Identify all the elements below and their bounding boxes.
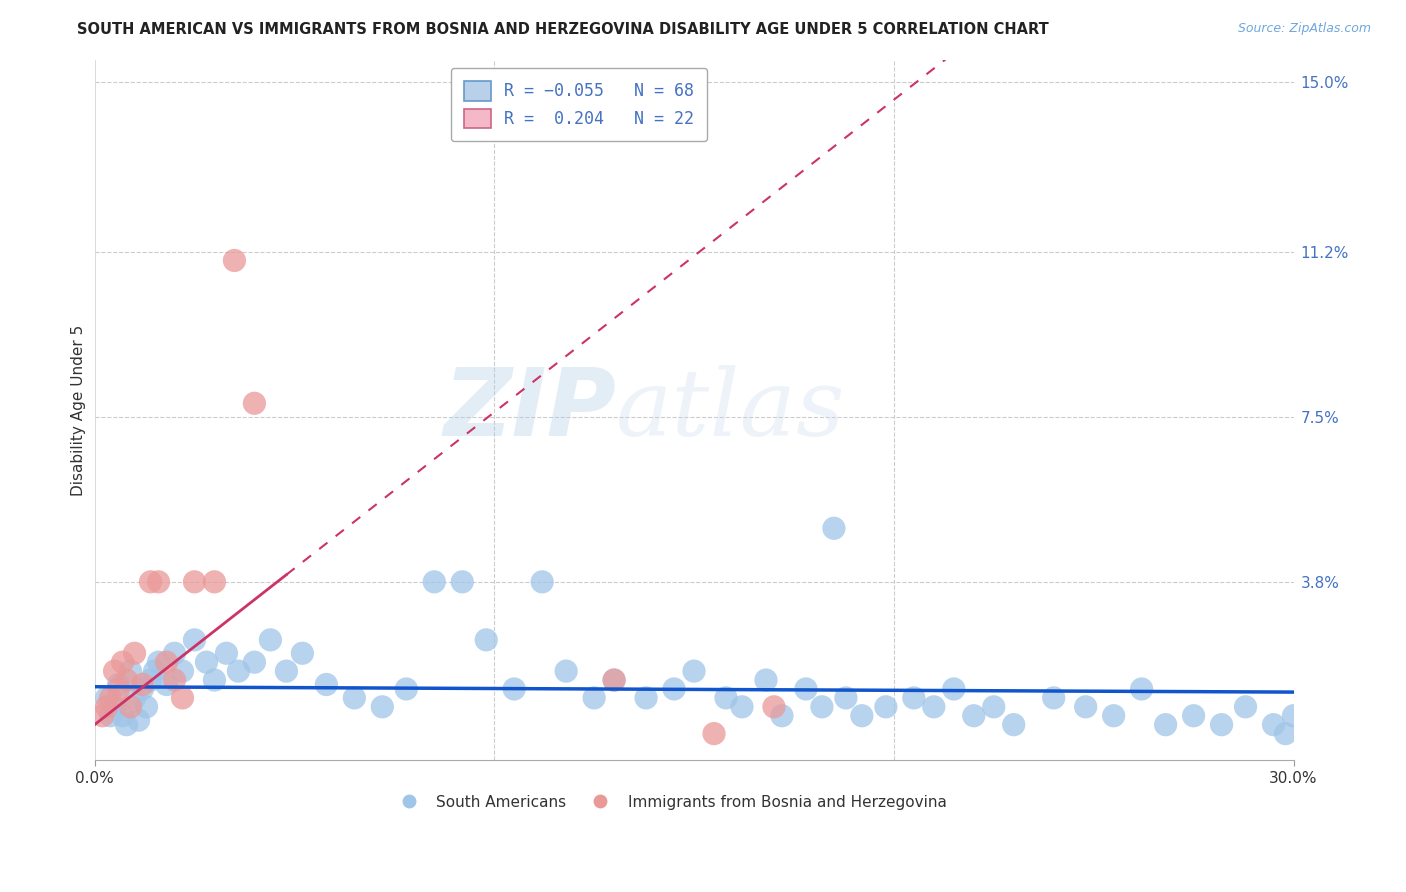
- Point: [683, 664, 706, 678]
- Point: [555, 664, 578, 678]
- Point: [139, 673, 162, 687]
- Point: [1130, 681, 1153, 696]
- Point: [91, 708, 114, 723]
- Point: [1154, 717, 1177, 731]
- Point: [343, 690, 366, 705]
- Y-axis label: Disability Age Under 5: Disability Age Under 5: [72, 325, 86, 496]
- Point: [851, 708, 873, 723]
- Point: [115, 673, 138, 687]
- Point: [103, 664, 125, 678]
- Point: [1211, 717, 1233, 731]
- Point: [259, 632, 281, 647]
- Point: [662, 681, 685, 696]
- Point: [755, 673, 778, 687]
- Point: [183, 574, 205, 589]
- Point: [922, 699, 945, 714]
- Point: [371, 699, 394, 714]
- Point: [215, 646, 238, 660]
- Point: [835, 690, 858, 705]
- Point: [111, 655, 134, 669]
- Point: [120, 664, 142, 678]
- Point: [963, 708, 986, 723]
- Point: [124, 646, 146, 660]
- Point: [636, 690, 658, 705]
- Point: [823, 521, 845, 535]
- Point: [111, 708, 134, 723]
- Point: [811, 699, 834, 714]
- Point: [291, 646, 314, 660]
- Point: [731, 699, 754, 714]
- Point: [903, 690, 925, 705]
- Point: [1263, 717, 1285, 731]
- Point: [942, 681, 965, 696]
- Point: [148, 574, 170, 589]
- Point: [770, 708, 793, 723]
- Point: [224, 253, 246, 268]
- Point: [714, 690, 737, 705]
- Point: [143, 664, 166, 678]
- Point: [183, 632, 205, 647]
- Text: ZIP: ZIP: [443, 364, 616, 456]
- Point: [603, 673, 626, 687]
- Point: [1234, 699, 1257, 714]
- Point: [1074, 699, 1097, 714]
- Point: [139, 574, 162, 589]
- Point: [1102, 708, 1125, 723]
- Point: [172, 690, 194, 705]
- Point: [531, 574, 554, 589]
- Text: atlas: atlas: [616, 365, 845, 455]
- Point: [107, 677, 129, 691]
- Point: [115, 717, 138, 731]
- Point: [163, 673, 186, 687]
- Point: [475, 632, 498, 647]
- Point: [794, 681, 817, 696]
- Text: SOUTH AMERICAN VS IMMIGRANTS FROM BOSNIA AND HERZEGOVINA DISABILITY AGE UNDER 5 : SOUTH AMERICAN VS IMMIGRANTS FROM BOSNIA…: [77, 22, 1049, 37]
- Point: [135, 699, 157, 714]
- Point: [172, 664, 194, 678]
- Point: [503, 681, 526, 696]
- Point: [204, 574, 226, 589]
- Point: [395, 681, 418, 696]
- Point: [703, 726, 725, 740]
- Point: [107, 681, 129, 696]
- Point: [131, 677, 153, 691]
- Point: [583, 690, 606, 705]
- Point: [423, 574, 446, 589]
- Point: [983, 699, 1005, 714]
- Point: [1002, 717, 1025, 731]
- Point: [243, 396, 266, 410]
- Point: [195, 655, 218, 669]
- Point: [163, 646, 186, 660]
- Point: [1182, 708, 1205, 723]
- Point: [1042, 690, 1064, 705]
- Point: [128, 713, 150, 727]
- Point: [1282, 708, 1305, 723]
- Point: [155, 655, 177, 669]
- Point: [243, 655, 266, 669]
- Point: [148, 655, 170, 669]
- Point: [131, 681, 153, 696]
- Text: Source: ZipAtlas.com: Source: ZipAtlas.com: [1237, 22, 1371, 36]
- Point: [603, 673, 626, 687]
- Point: [103, 699, 125, 714]
- Point: [762, 699, 785, 714]
- Point: [228, 664, 250, 678]
- Point: [96, 699, 118, 714]
- Point: [120, 699, 142, 714]
- Legend: South Americans, Immigrants from Bosnia and Herzegovina: South Americans, Immigrants from Bosnia …: [388, 789, 953, 816]
- Point: [315, 677, 337, 691]
- Point: [100, 690, 122, 705]
- Point: [204, 673, 226, 687]
- Point: [155, 677, 177, 691]
- Point: [451, 574, 474, 589]
- Point: [875, 699, 897, 714]
- Point: [100, 708, 122, 723]
- Point: [276, 664, 298, 678]
- Point: [96, 690, 118, 705]
- Point: [124, 690, 146, 705]
- Point: [1274, 726, 1296, 740]
